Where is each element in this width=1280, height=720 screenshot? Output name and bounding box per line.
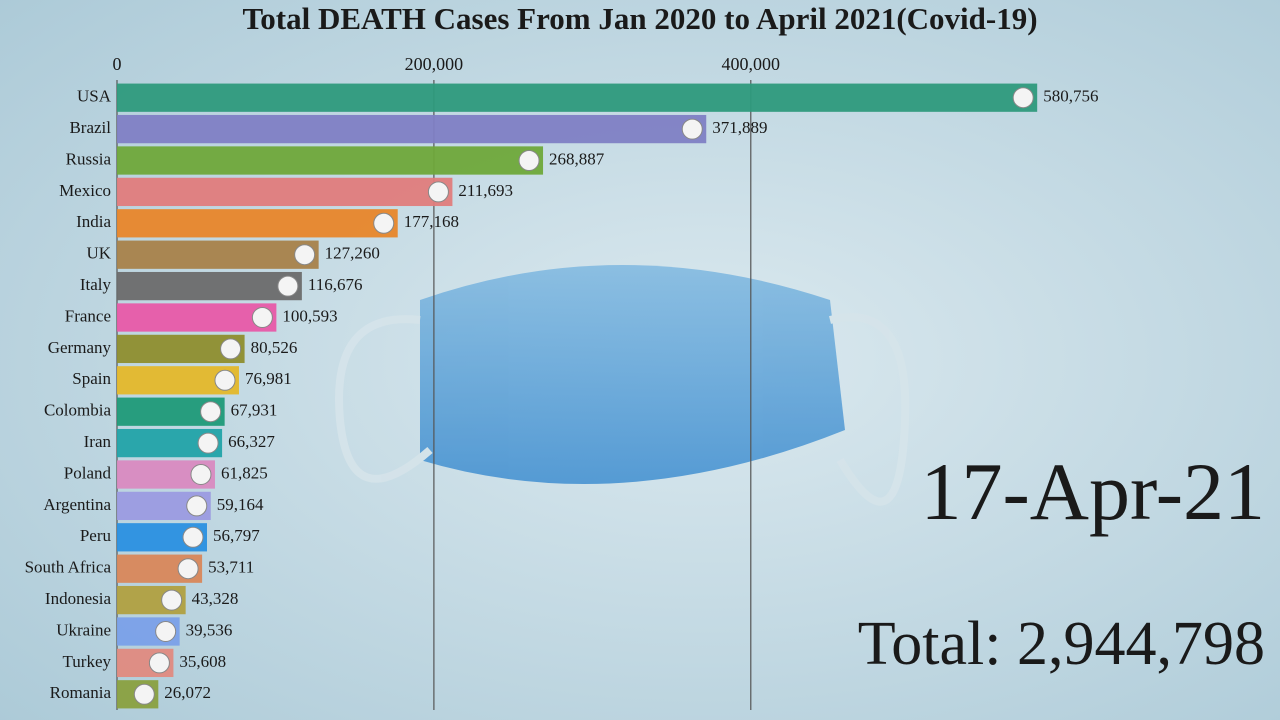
bar: [117, 303, 277, 332]
category-label: Italy: [80, 275, 112, 294]
chart-title: Total DEATH Cases From Jan 2020 to April…: [242, 1, 1037, 36]
bar: [117, 271, 302, 301]
category-label: Poland: [64, 463, 112, 482]
value-label: 116,676: [308, 275, 363, 294]
category-label: South Africa: [25, 558, 112, 577]
bar: [117, 83, 1038, 112]
value-label: 35,608: [179, 652, 226, 671]
value-label: 26,072: [164, 683, 211, 702]
value-label: 268,887: [549, 149, 605, 168]
value-label: 177,168: [404, 212, 459, 231]
category-label: Indonesia: [45, 589, 112, 608]
value-label: 211,693: [458, 181, 513, 200]
category-label: USA: [77, 87, 112, 106]
flag-icon: [681, 118, 703, 140]
value-label: 67,931: [231, 401, 278, 420]
flag-icon: [133, 683, 155, 705]
value-label: 580,756: [1043, 87, 1098, 106]
x-tick-label: 200,000: [405, 54, 464, 74]
category-label: Romania: [50, 683, 112, 702]
category-label: India: [76, 212, 111, 231]
flag-icon: [161, 589, 183, 611]
value-label: 39,536: [186, 620, 233, 639]
category-label: Turkey: [63, 652, 112, 671]
flag-icon: [200, 401, 222, 423]
category-label: Colombia: [44, 401, 112, 420]
flag-icon: [148, 652, 170, 674]
category-label: France: [65, 306, 111, 325]
flag-icon: [186, 495, 208, 517]
category-label: Argentina: [43, 495, 111, 514]
value-label: 76,981: [245, 369, 292, 388]
flag-icon: [220, 338, 242, 360]
value-label: 371,889: [712, 118, 767, 137]
flag-icon: [251, 307, 273, 328]
category-label: Iran: [84, 432, 112, 451]
value-label: 56,797: [213, 526, 260, 545]
category-label: Ukraine: [56, 620, 111, 639]
category-label: Peru: [80, 526, 112, 545]
category-label: Germany: [48, 338, 112, 357]
mask-illustration: [335, 265, 910, 506]
bar: [117, 177, 453, 207]
bar: [117, 209, 398, 238]
value-label: 53,711: [208, 558, 254, 577]
value-label: 127,260: [325, 244, 380, 263]
flag-icon: [427, 181, 449, 203]
total-label: Total: 2,944,798: [858, 610, 1265, 678]
value-label: 61,825: [221, 463, 268, 482]
value-label: 59,164: [217, 495, 264, 514]
x-tick-label: 0: [113, 54, 122, 74]
category-label: UK: [86, 244, 111, 263]
bar: [117, 114, 707, 144]
flag-icon: [373, 212, 395, 234]
value-label: 100,593: [282, 306, 337, 325]
flag-icon: [1012, 87, 1034, 109]
flag-icon: [177, 558, 199, 580]
flag-icon: [197, 432, 219, 454]
flag-icon: [294, 244, 316, 266]
bar: [117, 240, 319, 269]
date-label: 17-Apr-21: [921, 446, 1266, 537]
category-label: Russia: [66, 149, 112, 168]
bar: [117, 146, 544, 175]
x-tick-label: 400,000: [722, 54, 781, 74]
flag-icon: [190, 464, 212, 485]
category-label: Mexico: [59, 181, 111, 200]
value-label: 43,328: [192, 589, 239, 608]
value-label: 66,327: [228, 432, 275, 451]
flag-icon: [277, 275, 299, 297]
value-label: 80,526: [251, 338, 298, 357]
flag-icon: [182, 526, 204, 548]
flag-icon: [214, 369, 236, 391]
flag-icon: [155, 621, 177, 642]
category-label: Spain: [72, 369, 111, 388]
flag-icon: [518, 150, 540, 171]
category-label: Brazil: [69, 118, 111, 137]
